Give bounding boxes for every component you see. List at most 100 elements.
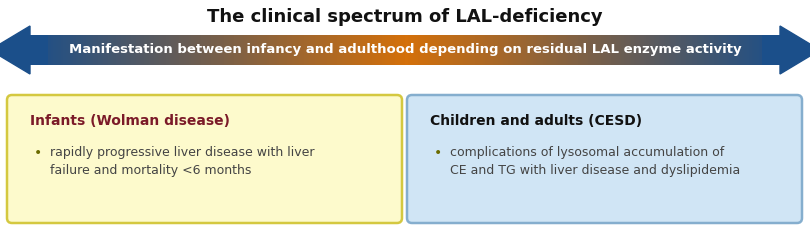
Bar	[400, 35, 403, 65]
Bar	[131, 35, 134, 65]
Bar	[232, 35, 235, 65]
Bar	[415, 35, 418, 65]
Bar	[681, 35, 684, 65]
Bar	[257, 35, 260, 65]
Bar	[266, 35, 270, 65]
Bar	[350, 35, 352, 65]
Bar	[380, 35, 383, 65]
Bar	[294, 35, 297, 65]
Bar	[437, 35, 441, 65]
Bar	[591, 35, 594, 65]
Bar	[68, 35, 71, 65]
Bar	[305, 35, 308, 65]
Bar	[473, 35, 475, 65]
Bar	[646, 35, 650, 65]
Bar	[48, 35, 51, 65]
Text: The clinical spectrum of LAL-deficiency: The clinical spectrum of LAL-deficiency	[207, 8, 603, 26]
Bar	[307, 35, 310, 65]
Bar	[475, 35, 479, 65]
Bar	[694, 35, 697, 65]
Bar	[463, 35, 466, 65]
Bar	[651, 35, 654, 65]
Bar	[377, 35, 381, 65]
Bar	[488, 35, 491, 65]
Bar	[53, 35, 56, 65]
Bar	[699, 35, 702, 65]
Bar	[496, 35, 498, 65]
Bar	[603, 35, 607, 65]
Bar	[551, 35, 554, 65]
Bar	[335, 35, 338, 65]
Bar	[599, 35, 602, 65]
Bar	[211, 35, 215, 65]
Bar	[70, 35, 74, 65]
Bar	[164, 35, 167, 65]
Bar	[425, 35, 428, 65]
Bar	[134, 35, 137, 65]
Bar	[458, 35, 461, 65]
Bar	[706, 35, 710, 65]
Bar	[722, 35, 725, 65]
Bar	[450, 35, 454, 65]
Bar	[141, 35, 144, 65]
Polygon shape	[780, 26, 810, 74]
Bar	[629, 35, 632, 65]
Bar	[327, 35, 330, 65]
Bar	[390, 35, 393, 65]
Bar	[594, 35, 596, 65]
Bar	[774, 35, 778, 65]
Bar	[528, 35, 531, 65]
Bar	[113, 35, 117, 65]
Bar	[189, 35, 192, 65]
Bar	[777, 35, 780, 65]
Bar	[747, 35, 750, 65]
Bar	[405, 35, 408, 65]
Bar	[546, 35, 548, 65]
Bar	[83, 35, 87, 65]
Bar	[480, 35, 484, 65]
Text: rapidly progressive liver disease with liver
failure and mortality <6 months: rapidly progressive liver disease with l…	[50, 146, 314, 177]
Text: •: •	[434, 146, 442, 160]
Bar	[300, 35, 302, 65]
Bar	[98, 35, 101, 65]
Bar	[214, 35, 217, 65]
Bar	[259, 35, 262, 65]
Bar	[742, 35, 745, 65]
Bar	[649, 35, 652, 65]
Bar	[621, 35, 625, 65]
Bar	[633, 35, 637, 65]
Bar	[352, 35, 356, 65]
Bar	[66, 35, 69, 65]
Bar	[616, 35, 619, 65]
Bar	[116, 35, 119, 65]
Bar	[731, 35, 735, 65]
Bar	[106, 35, 109, 65]
Bar	[237, 35, 240, 65]
FancyBboxPatch shape	[7, 95, 402, 223]
FancyBboxPatch shape	[407, 95, 802, 223]
Bar	[762, 35, 782, 65]
Bar	[156, 35, 160, 65]
Bar	[435, 35, 438, 65]
Bar	[765, 35, 767, 65]
Bar	[697, 35, 700, 65]
Bar	[412, 35, 416, 65]
Bar	[320, 35, 322, 65]
Bar	[440, 35, 443, 65]
Bar	[752, 35, 755, 65]
Bar	[626, 35, 629, 65]
Bar	[277, 35, 279, 65]
Bar	[420, 35, 423, 65]
Bar	[58, 35, 62, 65]
Bar	[269, 35, 272, 65]
Bar	[207, 35, 210, 65]
Bar	[483, 35, 486, 65]
Bar	[521, 35, 523, 65]
Bar	[93, 35, 96, 65]
Bar	[373, 35, 375, 65]
Bar	[229, 35, 232, 65]
Bar	[674, 35, 677, 65]
Bar	[523, 35, 526, 65]
Bar	[656, 35, 659, 65]
Bar	[589, 35, 591, 65]
